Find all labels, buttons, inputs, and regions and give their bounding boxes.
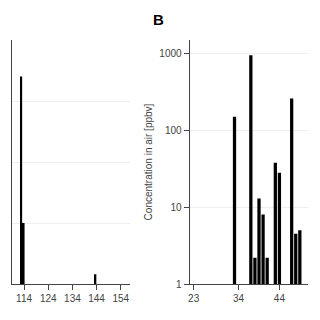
svg-text:1000: 1000: [159, 48, 182, 59]
svg-text:23: 23: [188, 293, 200, 304]
svg-text:144: 144: [88, 293, 105, 304]
svg-text:124: 124: [40, 293, 57, 304]
svg-text:134: 134: [64, 293, 81, 304]
svg-text:Concentration in air [ppbv]: Concentration in air [ppbv]: [143, 103, 154, 220]
svg-text:100: 100: [165, 125, 182, 136]
svg-text:10: 10: [170, 202, 182, 213]
svg-text:B: B: [153, 11, 164, 28]
svg-text:1: 1: [176, 279, 182, 290]
svg-text:154: 154: [112, 293, 129, 304]
svg-text:44: 44: [274, 293, 286, 304]
svg-text:34: 34: [233, 293, 245, 304]
svg-text:114: 114: [16, 293, 32, 304]
